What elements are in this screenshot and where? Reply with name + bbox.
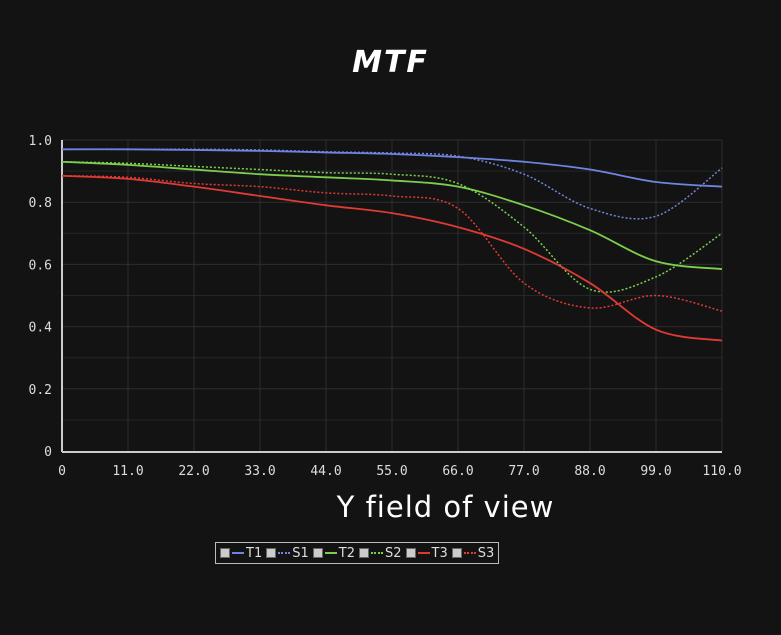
x-tick-label: 55.0 <box>376 464 407 479</box>
legend-checkbox-icon[interactable] <box>266 548 277 558</box>
chart-title: MTF <box>352 45 429 80</box>
x-tick-label: 11.0 <box>112 464 143 479</box>
series-line-t3 <box>61 174 723 342</box>
legend-swatch <box>370 552 383 554</box>
y-tick-label: 0.4 <box>29 321 53 336</box>
y-tick-label: 0 <box>44 445 52 460</box>
legend-item-s2[interactable]: S2 <box>358 545 402 561</box>
y-tick-label: 0.6 <box>29 258 52 273</box>
series-line-t2 <box>61 160 723 270</box>
legend-item-t1[interactable]: T1 <box>220 546 262 561</box>
legend-label: S1 <box>292 545 309 561</box>
legend-checkbox-icon[interactable] <box>358 548 369 558</box>
x-tick-label: 0 <box>58 464 66 479</box>
legend-label: T1 <box>246 545 263 561</box>
x-axis-label: Y field of view <box>336 490 555 524</box>
legend: T1 S1 T2 S2 T3 S3 <box>215 542 500 564</box>
legend-label: S2 <box>384 545 402 561</box>
legend-label: S3 <box>477 545 495 561</box>
x-tick-label: 33.0 <box>244 464 275 479</box>
x-tick-label: 77.0 <box>508 464 539 479</box>
legend-swatch <box>278 552 291 554</box>
legend-item-t2[interactable]: T2 <box>312 545 355 561</box>
x-tick-label: 44.0 <box>310 464 341 479</box>
series-line-s1 <box>62 148 723 220</box>
legend-label: T3 <box>431 545 448 561</box>
legend-checkbox-icon[interactable] <box>451 548 462 558</box>
y-tick-label: 0.8 <box>29 196 52 211</box>
legend-swatch <box>463 552 476 554</box>
legend-checkbox-icon[interactable] <box>405 548 416 558</box>
x-tick-label: 66.0 <box>442 464 473 479</box>
legend-item-s1[interactable]: S1 <box>266 546 309 561</box>
x-tick-label: 110.0 <box>702 464 741 479</box>
series-line-s2 <box>61 161 723 293</box>
legend-swatch <box>232 552 244 554</box>
legend-checkbox-icon[interactable] <box>220 548 230 558</box>
y-tick-label: 1.0 <box>29 134 52 149</box>
legend-swatch <box>417 552 430 554</box>
legend-label: T2 <box>338 545 355 561</box>
y-tick-label: 0.2 <box>29 383 52 398</box>
x-tick-label: 99.0 <box>640 464 671 479</box>
legend-checkbox-icon[interactable] <box>312 548 323 558</box>
x-tick-label: 22.0 <box>178 464 209 479</box>
legend-item-t3[interactable]: T3 <box>405 545 448 561</box>
x-tick-label: 88.0 <box>574 464 605 479</box>
legend-swatch <box>324 552 337 554</box>
legend-item-s3[interactable]: S3 <box>451 545 495 561</box>
